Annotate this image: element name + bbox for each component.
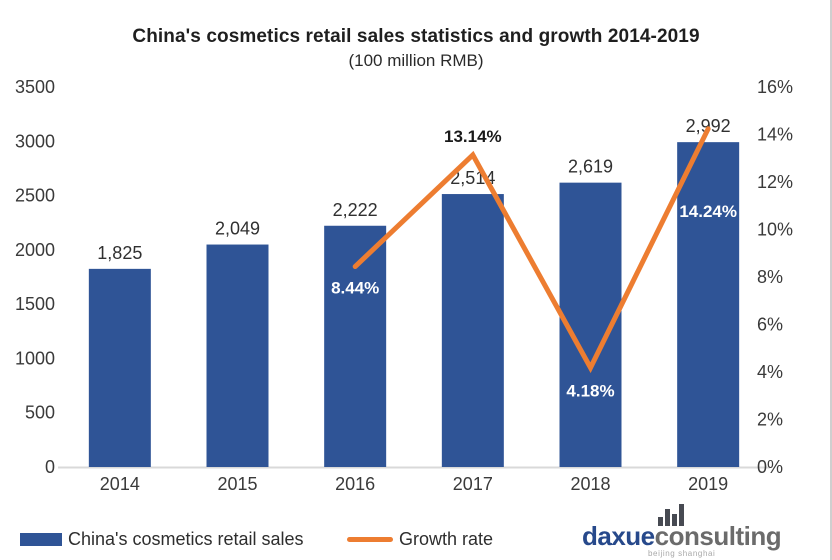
left-axis-tick-label: 3500 [15,77,55,97]
left-axis-tick-label: 3000 [15,131,55,151]
logo-consulting-text: consulting [654,521,782,551]
daxue-consulting-logo: daxueconsulting beijing shanghai [582,503,822,558]
right-axis-tick-label: 4% [757,362,783,382]
left-axis-tick-label: 1000 [15,348,55,368]
x-axis-category-label: 2018 [570,474,610,494]
bar-value-label: 2,049 [215,219,260,239]
growth-rate-annotation: 13.14% [444,127,502,146]
line-series-swatch [347,536,393,542]
sales-bar-2014 [88,268,151,467]
legend-item-sales: China's cosmetics retail sales [20,528,304,550]
growth-rate-line [352,126,711,374]
logo-daxue-text: daxue [582,521,655,551]
sales-bar-2019 [677,142,740,467]
right-axis-tick-label: 16% [757,77,793,97]
bar-value-label: 2,619 [568,157,613,177]
x-axis-category-label: 2017 [453,474,493,494]
left-axis-tick-label: 2000 [15,240,55,260]
x-axis-category-label: 2014 [100,474,140,494]
growth-rate-annotation: 8.44% [331,279,379,298]
right-axis-tick-label: 12% [757,172,793,192]
bar-chart-logo-icon [658,504,684,526]
x-axis-category-label: 2016 [335,474,375,494]
logo-tagline: beijing shanghai [648,549,716,558]
right-axis-tick-label: 2% [757,410,783,430]
left-axis-tick-label: 500 [25,403,55,423]
right-axis-tick-label: 10% [757,220,793,240]
sales-bar-2016 [324,225,387,467]
bar-value-label: 2,992 [686,116,731,136]
right-axis-tick-label: 8% [757,267,783,287]
left-axis-tick-label: 0 [45,457,55,477]
right-axis-tick-label: 6% [757,315,783,335]
left-axis-tick-label: 2500 [15,186,55,206]
chart-subtitle: (100 million RMB) [348,51,484,70]
sales-bar-2017 [441,194,504,467]
legend-item-growth: Growth rate [347,528,493,550]
left-axis-tick-label: 1500 [15,294,55,314]
right-axis-tick-label: 0% [757,457,783,477]
chart-title: China's cosmetics retail sales statistic… [132,26,700,47]
legend-label-sales: China's cosmetics retail sales [68,528,304,549]
growth-rate-annotation: 14.24% [679,202,737,221]
right-axis-tick-label: 14% [757,125,793,145]
bar-value-label: 2,222 [333,200,378,220]
bar-series-swatch [20,532,62,546]
legend-label-growth: Growth rate [399,528,494,549]
logo-wordmark: daxueconsulting [582,521,782,551]
x-axis-category-label: 2015 [217,474,257,494]
x-axis-category-label: 2019 [688,474,728,494]
growth-rate-annotation: 4.18% [566,382,614,401]
sales-bar-2015 [206,244,269,467]
bar-value-label: 1,825 [97,243,142,263]
